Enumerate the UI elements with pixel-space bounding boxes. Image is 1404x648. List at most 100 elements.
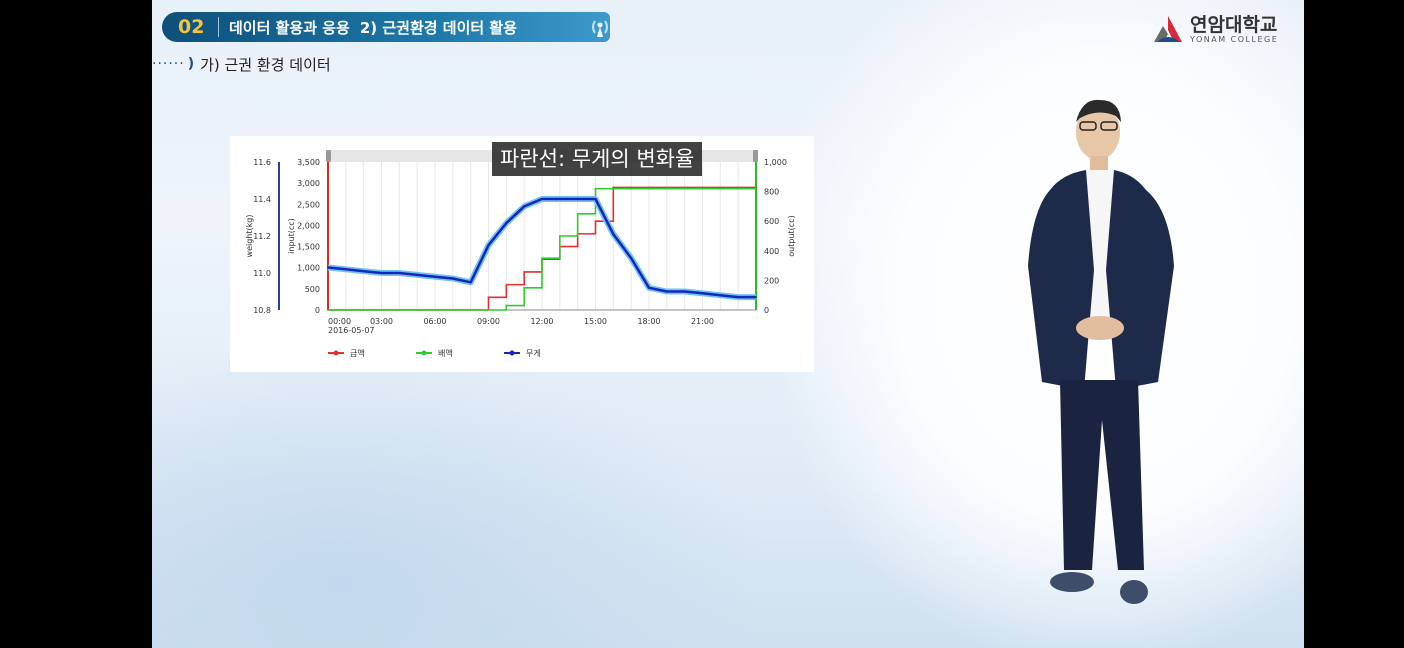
data-point-output xyxy=(541,257,543,259)
data-point-output xyxy=(416,309,418,311)
data-point-weight xyxy=(648,287,650,289)
x-tick-label: 21:00 xyxy=(691,317,714,326)
data-point-output xyxy=(683,187,686,190)
legend-marker xyxy=(333,350,339,356)
x-tick-label: 06:00 xyxy=(423,317,446,326)
output-axis-title: output(cc) xyxy=(787,215,796,256)
legend-label: 급액 xyxy=(350,348,365,358)
data-point-output xyxy=(345,309,347,311)
weight-tick-label: 11.6 xyxy=(253,158,271,167)
weight-tick-label: 10.8 xyxy=(253,306,271,315)
data-point-output xyxy=(701,187,704,190)
data-point-input xyxy=(701,186,704,189)
output-tick-label: 0 xyxy=(764,306,769,315)
legend-marker xyxy=(421,350,427,356)
data-point-input xyxy=(737,186,739,189)
lecture-slide: 02 데이터 활용과 응용 2) 근권환경 데이터 활용 ······ ) 가)… xyxy=(152,0,1304,648)
input-tick-label: 3,000 xyxy=(297,179,320,188)
data-point-input xyxy=(666,186,668,189)
data-point-weight xyxy=(434,275,436,278)
x-tick-label: 18:00 xyxy=(637,317,660,326)
chart-scroll-handle-right xyxy=(753,150,758,162)
college-english-name: YONAM COLLEGE xyxy=(1190,34,1279,44)
output-tick-label: 200 xyxy=(764,276,779,285)
data-point-weight xyxy=(594,198,597,200)
weight-tick-label: 11.0 xyxy=(253,269,271,278)
data-point-weight xyxy=(666,290,668,293)
data-point-weight xyxy=(701,292,704,295)
input-tick-label: 2,000 xyxy=(297,221,320,230)
x-tick-label: 09:00 xyxy=(477,317,500,326)
data-point-output xyxy=(755,187,757,190)
legend-marker xyxy=(509,350,515,356)
data-point-weight xyxy=(737,296,739,298)
data-point-output xyxy=(666,187,668,190)
data-point-weight xyxy=(362,270,365,272)
data-point-input xyxy=(612,186,615,189)
input-tick-label: 1,000 xyxy=(297,264,320,273)
data-point-output xyxy=(719,187,722,190)
x-tick-label: 15:00 xyxy=(584,317,607,326)
data-point-output xyxy=(487,309,490,311)
background-haze xyxy=(152,340,772,648)
data-point-input xyxy=(683,186,686,189)
chapter-subtitle: 2) 근권환경 데이터 활용 xyxy=(359,18,518,37)
data-point-weight xyxy=(327,266,329,269)
sound-wave-icon: ) xyxy=(187,56,195,72)
data-point-weight xyxy=(398,272,401,274)
data-point-weight xyxy=(576,198,579,200)
data-point-weight xyxy=(755,296,757,298)
section-heading: ······ ) 가) 근권 환경 데이터 xyxy=(152,52,331,76)
data-point-output xyxy=(505,304,508,307)
data-point-output xyxy=(737,187,739,190)
data-point-weight xyxy=(452,277,454,280)
data-point-output xyxy=(469,309,472,311)
presenter-figure xyxy=(1028,99,1174,604)
data-point-input xyxy=(523,271,525,273)
data-point-weight xyxy=(683,290,686,293)
data-point-output xyxy=(648,187,650,190)
legend-label: 배액 xyxy=(438,348,453,358)
data-point-weight xyxy=(487,244,490,247)
input-tick-label: 1,500 xyxy=(297,243,320,252)
chart-legend: 급액 배액 무게 xyxy=(328,348,541,358)
output-tick-label: 800 xyxy=(764,188,779,197)
data-point-weight xyxy=(719,294,722,296)
chart-series xyxy=(327,186,757,311)
data-point-output xyxy=(594,187,597,190)
data-point-weight xyxy=(345,268,347,271)
header-divider xyxy=(218,17,219,37)
weight-tick-label: 11.2 xyxy=(253,232,271,241)
input-tick-label: 0 xyxy=(315,306,320,315)
data-point-input xyxy=(487,296,490,299)
college-emblem-icon xyxy=(1154,16,1182,42)
data-point-output xyxy=(327,309,329,311)
signal-icon xyxy=(592,20,608,37)
chapter-header: 02 데이터 활용과 응용 2) 근권환경 데이터 활용 xyxy=(162,12,610,42)
data-point-weight xyxy=(416,274,418,276)
data-point-input xyxy=(719,186,722,189)
data-point-weight xyxy=(612,233,615,235)
output-tick-label: 600 xyxy=(764,217,779,226)
data-point-output xyxy=(612,187,615,190)
data-point-output xyxy=(523,287,525,289)
data-point-output xyxy=(398,309,401,311)
data-point-weight xyxy=(469,281,472,284)
data-point-weight xyxy=(380,272,383,274)
data-point-output xyxy=(576,213,579,215)
section-dots: ······ xyxy=(152,56,185,72)
input-tick-label: 500 xyxy=(305,285,320,294)
x-tick-label: 12:00 xyxy=(530,317,553,326)
data-point-output xyxy=(380,309,383,311)
data-point-output xyxy=(559,235,561,237)
data-point-output xyxy=(362,309,365,311)
data-point-input xyxy=(505,283,508,286)
data-point-input xyxy=(594,220,597,222)
video-caption: 파란선: 무게의 변화율 xyxy=(492,142,703,176)
output-tick-label: 1,000 xyxy=(764,158,787,167)
input-axis-title: input(cc) xyxy=(287,218,296,254)
chapter-title: 데이터 활용과 응용 xyxy=(229,18,350,37)
x-date-label: 2016-05-07 xyxy=(328,326,375,335)
data-point-output xyxy=(630,187,632,190)
input-tick-label: 3,500 xyxy=(297,158,320,167)
